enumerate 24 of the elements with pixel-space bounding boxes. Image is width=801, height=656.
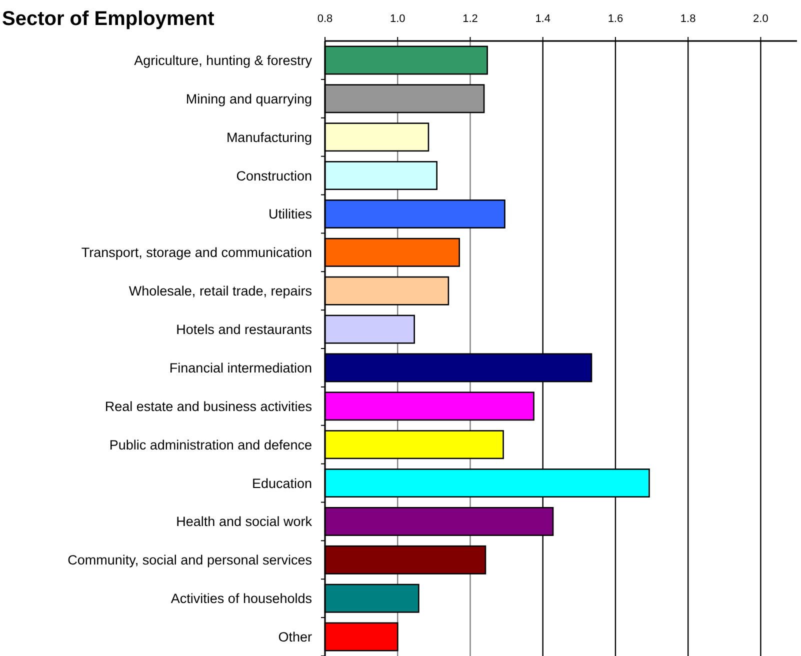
y-tick-label: Construction	[236, 168, 312, 184]
x-tick-label: 1.8	[680, 13, 696, 25]
y-tick-label: Hotels and restaurants	[176, 322, 312, 338]
y-tick-label: Real estate and business activities	[104, 398, 312, 414]
y-tick-label: Transport, storage and communication	[81, 245, 312, 260]
y-tick-label: Manufacturing	[226, 130, 312, 145]
x-tick-label: 2.0	[753, 13, 768, 25]
y-tick-label: Education	[252, 476, 312, 491]
y-tick-label: Other	[278, 630, 312, 645]
y-tick-label: Activities of households	[170, 591, 312, 606]
y-tick-label: Agriculture, hunting & forestry	[134, 52, 312, 68]
y-tick-label: Utilities	[268, 206, 312, 222]
x-tick-label: 0.8	[317, 13, 333, 25]
y-tick-label: Health and social work	[176, 514, 312, 530]
y-tick-label: Mining and quarrying	[186, 91, 312, 106]
x-tick-label: 1.6	[608, 13, 624, 25]
text: Sector of Employment	[2, 8, 215, 30]
x-tick-label: 1.4	[535, 13, 550, 25]
y-tick-label: Financial intermediation	[169, 360, 312, 376]
x-tick-label: 1.2	[462, 13, 478, 25]
y-tick-label: Wholesale, retail trade, repairs	[128, 284, 312, 299]
x-tick-label: 1.0	[390, 13, 406, 25]
y-tick-label: Community, social and personal services	[68, 552, 312, 568]
y-tick-label: Public administration and defence	[109, 437, 312, 452]
